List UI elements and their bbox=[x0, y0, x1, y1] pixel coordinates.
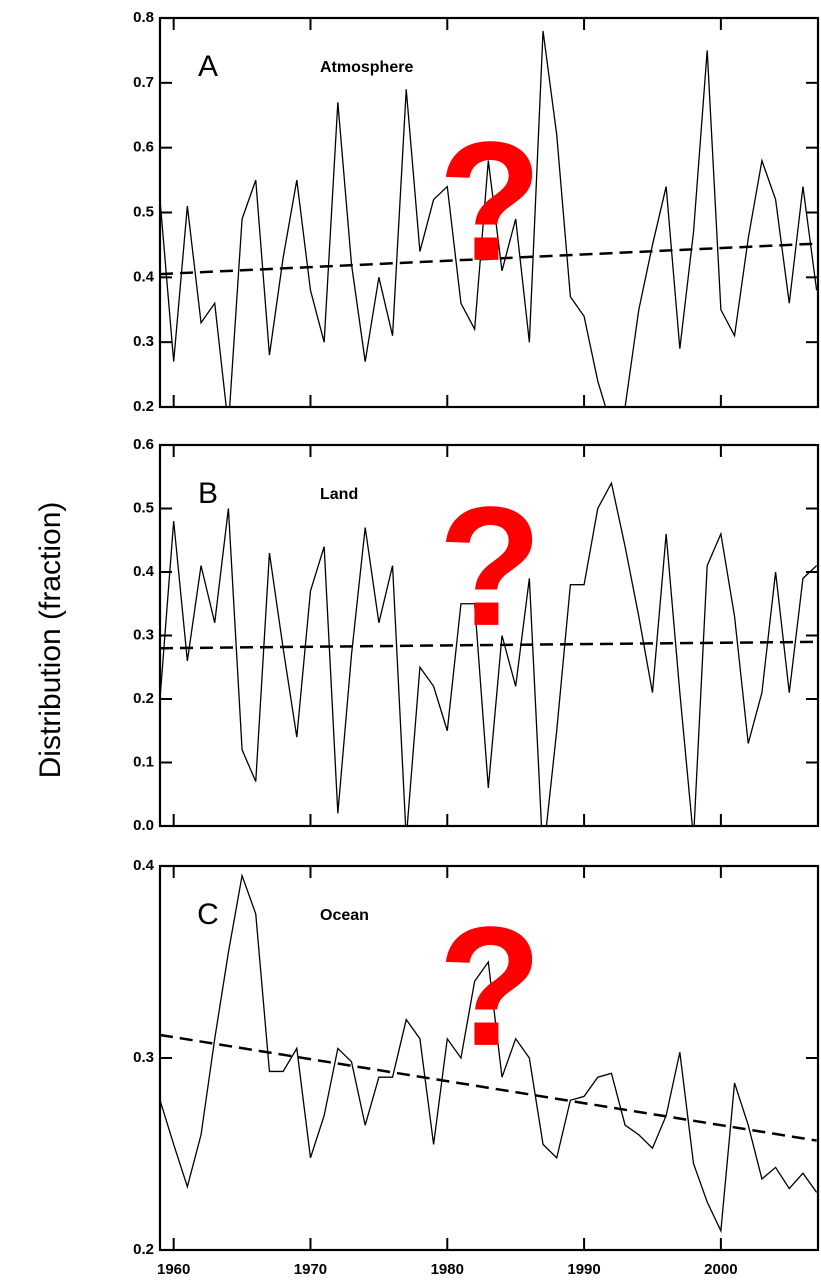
annotation: ? bbox=[438, 472, 542, 662]
panel-title: Ocean bbox=[320, 907, 369, 924]
plot-area bbox=[160, 30, 818, 407]
y-tick-label: 0.7 bbox=[133, 74, 154, 91]
panel-title: Land bbox=[320, 486, 358, 503]
y-tick-label: 0.4 bbox=[133, 563, 155, 580]
annotation: ? bbox=[438, 892, 542, 1082]
trend-line bbox=[160, 242, 817, 276]
y-tick-label: 0.1 bbox=[133, 753, 154, 770]
trend-line bbox=[160, 1033, 817, 1142]
panel-title: Atmosphere bbox=[320, 59, 413, 76]
data-line bbox=[160, 873, 818, 1234]
x-tick-label: 1960 bbox=[157, 1261, 190, 1278]
y-tick-label: 0.3 bbox=[133, 626, 154, 643]
y-tick-label: 0.5 bbox=[133, 499, 154, 516]
y-tick-label: 0.6 bbox=[133, 139, 154, 156]
data-line bbox=[160, 481, 818, 826]
panel-label: B bbox=[198, 477, 218, 510]
plot-area bbox=[160, 481, 818, 826]
data-line bbox=[160, 30, 818, 407]
y-tick-label: 0.3 bbox=[133, 1049, 154, 1066]
y-tick-label: 0.2 bbox=[133, 1241, 154, 1258]
panel-label: C bbox=[197, 898, 219, 931]
trend-line bbox=[160, 640, 817, 650]
y-tick-label: 0.6 bbox=[133, 436, 154, 453]
y-axis-label: Distribution (fraction) bbox=[34, 502, 67, 779]
y-tick-label: 0.3 bbox=[133, 333, 154, 350]
x-tick-label: 1970 bbox=[294, 1261, 327, 1278]
y-tick-label: 0.4 bbox=[133, 857, 155, 874]
y-tick-label: 0.0 bbox=[133, 817, 154, 834]
plot-area bbox=[160, 873, 818, 1234]
y-tick-label: 0.2 bbox=[133, 398, 154, 415]
annotation: ? bbox=[438, 107, 542, 297]
y-tick-label: 0.8 bbox=[133, 9, 154, 26]
panel-label: A bbox=[198, 50, 218, 83]
y-tick-label: 0.2 bbox=[133, 690, 154, 707]
x-tick-label: 1980 bbox=[431, 1261, 464, 1278]
y-tick-label: 0.4 bbox=[133, 268, 155, 285]
y-tick-label: 0.5 bbox=[133, 203, 154, 220]
x-tick-label: 1990 bbox=[567, 1261, 600, 1278]
x-tick-label: 2000 bbox=[704, 1261, 737, 1278]
